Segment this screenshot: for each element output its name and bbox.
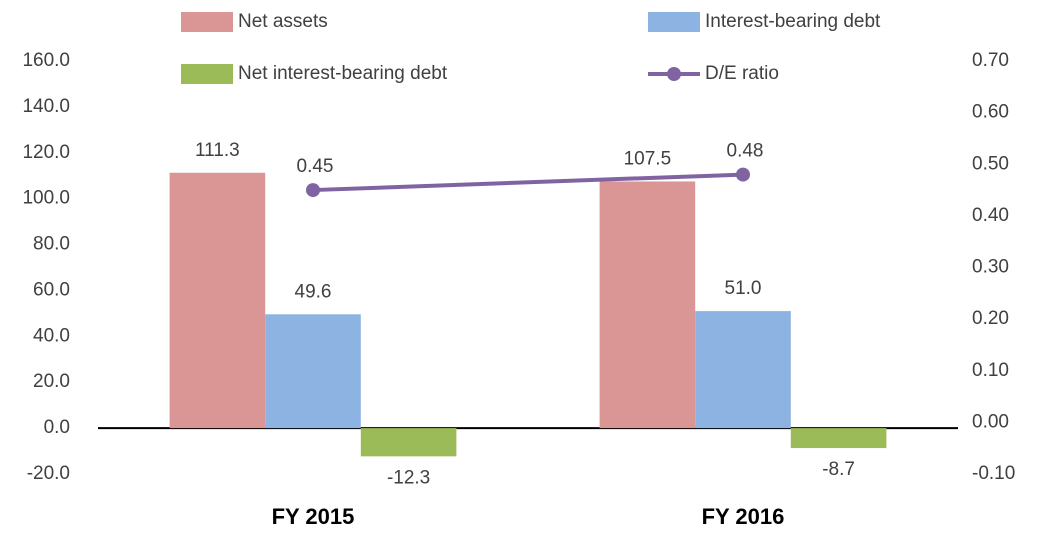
y-tick-label: 0.0 [44, 417, 70, 438]
y-tick-label: 100.0 [22, 188, 70, 209]
bar [790, 428, 887, 449]
x-tick-label: FY 2015 [272, 504, 355, 529]
y2-tick-label: 0.30 [972, 257, 1009, 278]
y-tick-label: -20.0 [27, 463, 70, 484]
y2-tick-label: 0.20 [972, 308, 1009, 329]
y-tick-label: 160.0 [22, 50, 70, 71]
legend-label: Net interest-bearing debt [238, 63, 448, 84]
y-tick-label: 20.0 [33, 371, 70, 392]
y-tick-label: 80.0 [33, 234, 70, 255]
y2-tick-label: 0.10 [972, 360, 1009, 381]
y2-tick-label: 0.40 [972, 205, 1009, 226]
bar [360, 428, 457, 457]
y-tick-label: 140.0 [22, 96, 70, 117]
bar [599, 181, 696, 429]
data-label: 51.0 [725, 278, 762, 299]
bar [265, 314, 361, 429]
line-marker [736, 167, 750, 182]
y2-tick-label: 0.50 [972, 153, 1009, 174]
legend-swatch [648, 12, 700, 32]
legend-swatch [181, 64, 233, 84]
legend-label: Net assets [238, 11, 328, 32]
data-label: 0.45 [297, 156, 334, 177]
y-tick-label: 60.0 [33, 279, 70, 300]
y2-tick-label: 0.60 [972, 102, 1009, 123]
y2-tick-label: 0.00 [972, 411, 1009, 432]
data-label: 49.6 [295, 281, 332, 302]
data-label: -12.3 [387, 467, 430, 488]
line-marker [306, 183, 320, 198]
y-tick-label: 40.0 [33, 325, 70, 346]
legend-swatch [181, 12, 233, 32]
data-label: -8.7 [822, 459, 855, 480]
bar [169, 172, 266, 429]
legend-label: Interest-bearing debt [705, 11, 881, 32]
legend-marker [667, 67, 681, 81]
bar [695, 311, 791, 429]
y2-tick-label: 0.70 [972, 50, 1009, 71]
legend-label: D/E ratio [705, 63, 779, 84]
y-tick-label: 120.0 [22, 142, 70, 163]
y2-tick-label: -0.10 [972, 463, 1015, 484]
line [312, 172, 744, 193]
data-label: 111.3 [195, 140, 240, 161]
data-label: 0.48 [727, 141, 764, 162]
data-label: 107.5 [624, 148, 672, 169]
x-tick-label: FY 2016 [702, 504, 785, 529]
